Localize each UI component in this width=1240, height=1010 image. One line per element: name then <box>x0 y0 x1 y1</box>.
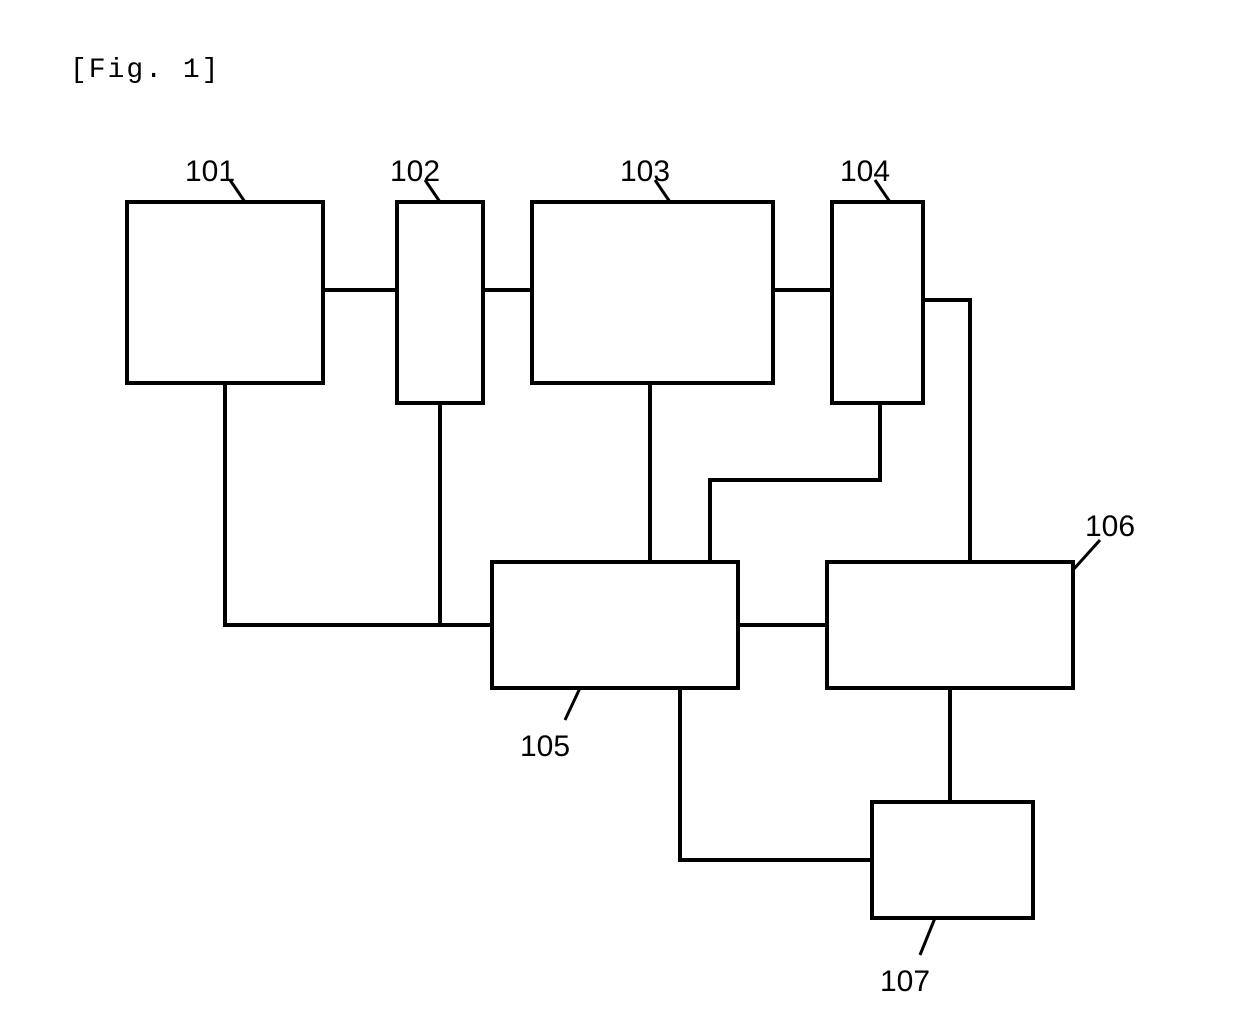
node-label-107: 107 <box>880 965 930 999</box>
leader-105 <box>565 688 580 720</box>
node-label-102: 102 <box>390 155 440 189</box>
node-106 <box>825 560 1075 690</box>
diagram-svg <box>0 0 1240 1010</box>
node-103 <box>530 200 775 385</box>
leader-107 <box>920 918 935 955</box>
node-107 <box>870 800 1035 920</box>
node-label-104: 104 <box>840 155 890 189</box>
node-104 <box>830 200 925 405</box>
edge-101-105 <box>225 385 490 625</box>
edge-102-105 <box>440 405 490 625</box>
diagram-container: [Fig. 1] 101102103104105106107 <box>0 0 1240 1010</box>
edge-104-106 <box>925 300 970 560</box>
node-label-103: 103 <box>620 155 670 189</box>
edge-105-107 <box>680 690 870 860</box>
node-label-106: 106 <box>1085 510 1135 544</box>
node-101 <box>125 200 325 385</box>
edge-104-105 <box>710 405 880 560</box>
node-102 <box>395 200 485 405</box>
leader-106 <box>1073 540 1100 570</box>
node-label-101: 101 <box>185 155 235 189</box>
node-label-105: 105 <box>520 730 570 764</box>
node-105 <box>490 560 740 690</box>
